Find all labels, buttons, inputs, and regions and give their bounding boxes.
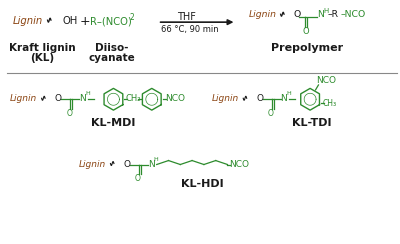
Text: O: O [268,109,274,118]
Text: Kraft lignin: Kraft lignin [9,43,76,53]
Text: KL-HDI: KL-HDI [181,179,223,189]
Text: Prepolymer: Prepolymer [271,43,343,53]
Text: NCO: NCO [230,160,250,169]
Text: H: H [85,91,90,96]
Text: +: + [80,15,91,28]
Text: H: H [154,157,158,162]
Text: cyanate: cyanate [88,53,135,63]
Text: Lignin: Lignin [13,16,43,26]
Text: O: O [123,160,130,169]
Text: OH: OH [62,16,78,26]
Text: O: O [302,27,309,36]
Text: 2: 2 [129,13,134,22]
Text: H: H [286,91,291,96]
Text: NCO: NCO [316,76,336,85]
Text: N: N [148,160,154,169]
Text: O: O [135,174,141,183]
Text: Diiso-: Diiso- [95,43,128,53]
Text: –NCO: –NCO [340,10,366,19]
Text: 66 °C, 90 min: 66 °C, 90 min [161,25,218,34]
Text: KL-MDI: KL-MDI [91,118,136,128]
Text: THF: THF [177,12,196,22]
Text: N: N [281,94,287,103]
Text: CH₂: CH₂ [125,94,141,103]
Text: O: O [256,94,263,103]
Text: Lignin: Lignin [79,160,106,169]
Text: CH₃: CH₃ [323,99,337,108]
Text: Lignin: Lignin [10,94,38,103]
Text: H: H [323,8,328,14]
Text: O: O [66,109,72,118]
Text: Lignin: Lignin [249,10,277,19]
Text: O: O [293,10,301,19]
Text: –R: –R [328,10,339,19]
Text: R–(NCO): R–(NCO) [90,16,132,26]
Text: KL-TDI: KL-TDI [292,118,332,128]
Text: NCO: NCO [166,94,186,103]
Text: (KL): (KL) [30,53,55,63]
Text: N: N [317,10,324,19]
Text: N: N [79,94,86,103]
Text: O: O [54,94,62,103]
Text: Lignin: Lignin [212,94,239,103]
